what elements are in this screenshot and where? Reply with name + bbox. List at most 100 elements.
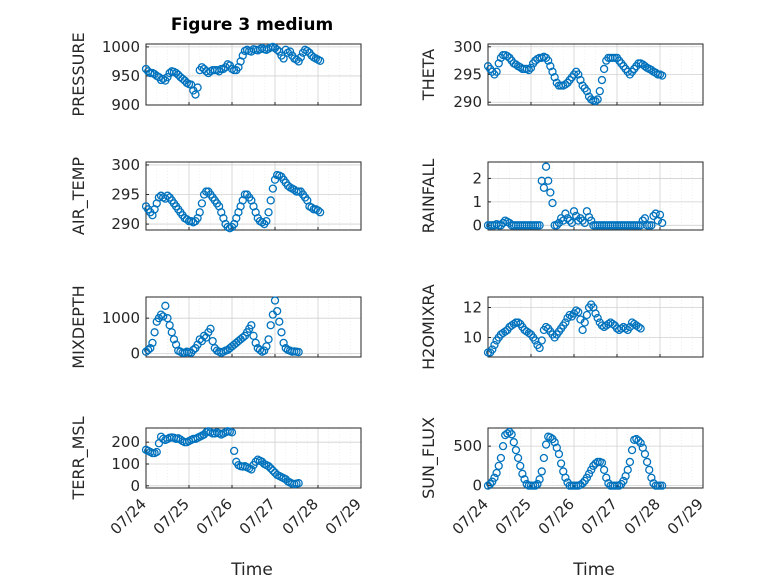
data-point bbox=[266, 464, 275, 473]
x-tick-label: 07/29 bbox=[664, 495, 707, 538]
data-point bbox=[541, 322, 551, 332]
data-point bbox=[202, 333, 211, 342]
data-point bbox=[159, 74, 168, 84]
data-point bbox=[262, 342, 271, 351]
data-point bbox=[272, 306, 282, 316]
y-tick-label: 300 bbox=[111, 156, 140, 174]
data-point bbox=[272, 45, 282, 54]
data-point bbox=[485, 479, 495, 489]
data-point bbox=[638, 216, 647, 225]
data-point bbox=[257, 218, 267, 227]
data-point bbox=[152, 447, 161, 457]
data-point bbox=[634, 436, 643, 445]
data-point bbox=[509, 438, 518, 447]
data-point bbox=[511, 60, 521, 69]
data-point bbox=[247, 465, 256, 474]
data-point bbox=[266, 321, 275, 330]
data-point bbox=[279, 54, 288, 63]
data-point bbox=[597, 458, 607, 467]
data-point bbox=[189, 345, 198, 355]
data-point bbox=[597, 75, 607, 85]
ylabel-h2omixra: H2OMIXRA bbox=[419, 284, 438, 370]
data-point bbox=[270, 296, 280, 305]
ylabel-terr-msl: TERR_MSL bbox=[69, 416, 89, 500]
data-point bbox=[251, 338, 260, 348]
y-tick-label: 1000 bbox=[102, 309, 140, 327]
data-point bbox=[146, 344, 155, 353]
data-point bbox=[143, 345, 153, 355]
y-tick-label: 0 bbox=[472, 216, 482, 234]
data-point bbox=[524, 328, 533, 338]
data-point bbox=[315, 208, 325, 217]
y-tick-label: 290 bbox=[453, 93, 482, 111]
ylabel-mixdepth: MIXDEPTH bbox=[69, 285, 88, 368]
data-point bbox=[593, 313, 602, 323]
axes-frame bbox=[487, 296, 704, 358]
data-point bbox=[496, 221, 506, 230]
axes-frame bbox=[487, 161, 704, 231]
data-point bbox=[554, 449, 564, 459]
xlabel-right: Time bbox=[572, 560, 615, 580]
y-tick-label: 10 bbox=[463, 329, 482, 347]
data-point bbox=[537, 336, 546, 345]
data-point bbox=[531, 481, 540, 490]
data-point bbox=[636, 324, 645, 333]
data-point bbox=[161, 301, 170, 310]
data-point bbox=[541, 162, 551, 171]
data-point bbox=[513, 453, 523, 463]
data-point bbox=[275, 317, 284, 326]
data-point bbox=[150, 328, 159, 337]
data-point bbox=[518, 469, 527, 478]
panel-rainfall: RAINFALL 0 1 2 bbox=[419, 159, 704, 234]
data-point bbox=[537, 467, 546, 476]
data-point bbox=[266, 196, 275, 205]
data-point bbox=[208, 336, 217, 346]
data-point bbox=[552, 221, 561, 230]
data-point bbox=[599, 465, 609, 474]
data-point bbox=[640, 449, 650, 459]
y-tick-label: 300 bbox=[453, 38, 482, 56]
data-point bbox=[546, 62, 555, 71]
data-point bbox=[599, 64, 609, 74]
data-point bbox=[264, 335, 273, 344]
data-point bbox=[195, 208, 204, 217]
data-point bbox=[535, 343, 544, 353]
data-point bbox=[658, 481, 667, 490]
data-point bbox=[561, 318, 570, 327]
data-point bbox=[488, 345, 497, 354]
data-point bbox=[264, 208, 273, 217]
data-point bbox=[294, 347, 303, 357]
data-point bbox=[279, 338, 288, 348]
data-point bbox=[238, 51, 247, 60]
data-point bbox=[498, 442, 508, 451]
data-point bbox=[294, 57, 303, 66]
data-point bbox=[490, 340, 499, 350]
y-tick-label: 295 bbox=[111, 186, 140, 204]
data-point bbox=[578, 479, 587, 488]
data-point bbox=[165, 321, 174, 330]
data-point bbox=[214, 67, 224, 76]
panel-h2omixra: H2OMIXRA 10 12 bbox=[419, 284, 704, 370]
data-point bbox=[569, 207, 579, 216]
data-point bbox=[574, 70, 583, 79]
data-point bbox=[197, 199, 207, 208]
data-point bbox=[270, 175, 280, 184]
ylabel-pressure: PRESSURE bbox=[69, 32, 88, 116]
data-point bbox=[591, 96, 600, 106]
data-point bbox=[193, 83, 202, 92]
y-tick-label: 290 bbox=[111, 215, 140, 233]
panel-pressure: PRESSURE 900 950 1000 bbox=[69, 32, 362, 117]
data-point bbox=[647, 473, 656, 482]
data-point bbox=[572, 306, 581, 315]
data-point bbox=[587, 465, 596, 474]
data-point bbox=[296, 53, 305, 62]
y-tick-label: 500 bbox=[453, 437, 482, 455]
data-point bbox=[658, 71, 667, 80]
data-point bbox=[623, 465, 632, 474]
figure-title: Figure 3 medium bbox=[171, 15, 333, 35]
data-point bbox=[281, 344, 290, 353]
panel-sun-flux: SUN_FLUX 0 500 07/24 07/25 07/26 07/27 07/28 07/… bbox=[419, 417, 707, 538]
data-point bbox=[619, 476, 628, 486]
x-tick-label: 07/27 bbox=[236, 495, 279, 538]
data-point bbox=[541, 440, 551, 449]
